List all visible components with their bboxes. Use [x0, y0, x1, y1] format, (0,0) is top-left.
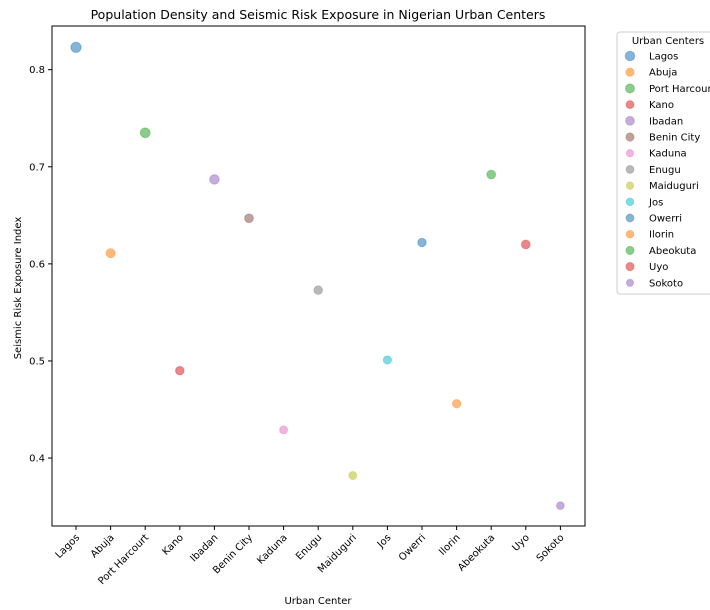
data-point — [244, 213, 254, 224]
data-points — [70, 41, 565, 511]
legend-label: Lagos — [649, 52, 678, 63]
legend-marker — [625, 245, 635, 255]
legend-marker — [625, 197, 635, 207]
legend-marker — [625, 115, 635, 126]
y-axis-label: Seismic Risk Exposure Index — [13, 217, 24, 360]
plot-area — [51, 25, 586, 527]
x-tick-label: Lagos — [54, 532, 83, 561]
x-tick-label: Ibadan — [189, 532, 221, 564]
legend-marker — [625, 213, 635, 223]
legend: Urban Centers Lagos Abuja Port Harcourt Kan… — [616, 31, 710, 295]
x-tick-label: Kano — [160, 532, 185, 557]
legend-label: Abeokuta — [649, 246, 696, 257]
legend-label: Benin City — [649, 133, 700, 144]
legend-items: Lagos Abuja Port Harcourt Kano Ibadan Benin C… — [624, 50, 710, 289]
legend-marker — [625, 262, 635, 272]
x-tick-label: Sokoto — [535, 532, 567, 564]
legend-marker — [625, 100, 635, 110]
chart-title: Population Density and Seismic Risk Expo… — [91, 7, 546, 22]
legend-label: Owerri — [649, 214, 682, 225]
x-tick-label: Jos — [375, 532, 394, 551]
legend-title: Urban Centers — [632, 36, 704, 47]
x-tick-label: Ilorin — [437, 532, 463, 558]
legend-label: Abuja — [649, 68, 677, 79]
legend-label: Ibadan — [649, 116, 683, 127]
legend-marker — [625, 67, 635, 77]
legend-label: Sokoto — [649, 278, 683, 289]
legend-label: Jos — [648, 197, 663, 208]
legend-label: Kaduna — [649, 149, 687, 160]
legend-marker — [625, 229, 635, 239]
data-point — [417, 237, 427, 248]
data-point — [279, 425, 289, 435]
data-point — [451, 399, 462, 409]
legend-marker — [625, 278, 635, 287]
data-point — [313, 285, 323, 295]
y-tick-label: 0.8 — [29, 65, 45, 76]
legend-label: Maiduguri — [649, 181, 699, 192]
x-axis-label: Urban Center — [284, 596, 352, 607]
y-axis: 0.4 0.5 0.6 0.7 0.8 — [29, 65, 52, 465]
data-point — [348, 470, 358, 481]
y-tick-label: 0.4 — [29, 454, 45, 465]
data-point — [556, 501, 565, 511]
data-point — [175, 365, 185, 376]
data-point — [105, 248, 116, 259]
legend-label: Enugu — [649, 165, 681, 176]
x-tick-label: Kaduna — [255, 532, 289, 566]
x-tick-label: Enugu — [294, 532, 324, 562]
data-point — [209, 174, 220, 185]
legend-marker — [624, 83, 636, 94]
x-tick-label: Uyo — [510, 532, 531, 553]
data-point — [139, 127, 151, 139]
legend-marker — [625, 148, 635, 158]
legend-label: Ilorin — [649, 230, 674, 241]
legend-marker — [625, 181, 635, 190]
y-tick-label: 0.5 — [29, 356, 45, 367]
data-point — [382, 355, 393, 365]
x-tick-label: Abuja — [89, 532, 117, 560]
legend-label: Kano — [649, 100, 674, 111]
x-tick-label: Owerri — [397, 532, 428, 563]
legend-frame — [616, 31, 710, 295]
y-tick-label: 0.7 — [29, 162, 45, 173]
data-point — [520, 239, 531, 250]
y-tick-label: 0.6 — [29, 259, 45, 270]
legend-marker — [625, 132, 635, 142]
x-tick-label: Abeokuta — [456, 532, 497, 573]
legend-label: Uyo — [649, 262, 668, 273]
data-point — [486, 169, 497, 180]
legend-marker — [625, 164, 635, 174]
legend-label: Port Harcourt — [649, 84, 710, 95]
legend-marker — [624, 50, 636, 62]
data-point — [70, 41, 82, 54]
